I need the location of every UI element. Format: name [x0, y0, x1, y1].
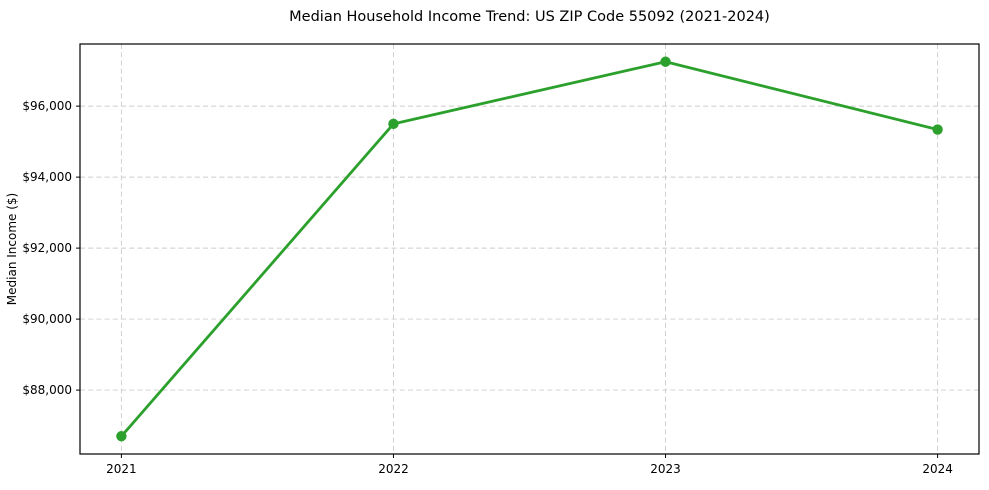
data-point-2024 — [932, 124, 943, 135]
chart-title: Median Household Income Trend: US ZIP Co… — [289, 9, 770, 25]
ticks-layer: $88,000 $90,000 $92,000 $94,000 $96,000 2021 2… — [22, 99, 952, 476]
data-point-2022 — [388, 118, 399, 130]
series-layer — [116, 56, 943, 442]
trend-line — [120, 60, 939, 438]
gridlines-layer — [80, 44, 979, 454]
y-tick-label: $90,000 — [22, 312, 72, 326]
data-point-2021 — [116, 431, 127, 442]
y-axis-label: Median Income ($) — [5, 193, 19, 305]
data-point-2023 — [660, 56, 671, 67]
x-tick-label: 2024 — [922, 462, 953, 476]
x-tick-label: 2021 — [106, 462, 137, 476]
y-tick-label: $88,000 — [22, 383, 72, 397]
x-tick-label: 2022 — [378, 462, 409, 476]
x-tick-label: 2023 — [650, 462, 681, 476]
plot-border — [79, 43, 980, 455]
y-tick-label: $92,000 — [22, 241, 72, 255]
y-tick-label: $96,000 — [22, 99, 72, 113]
y-tick-label: $94,000 — [22, 170, 72, 184]
